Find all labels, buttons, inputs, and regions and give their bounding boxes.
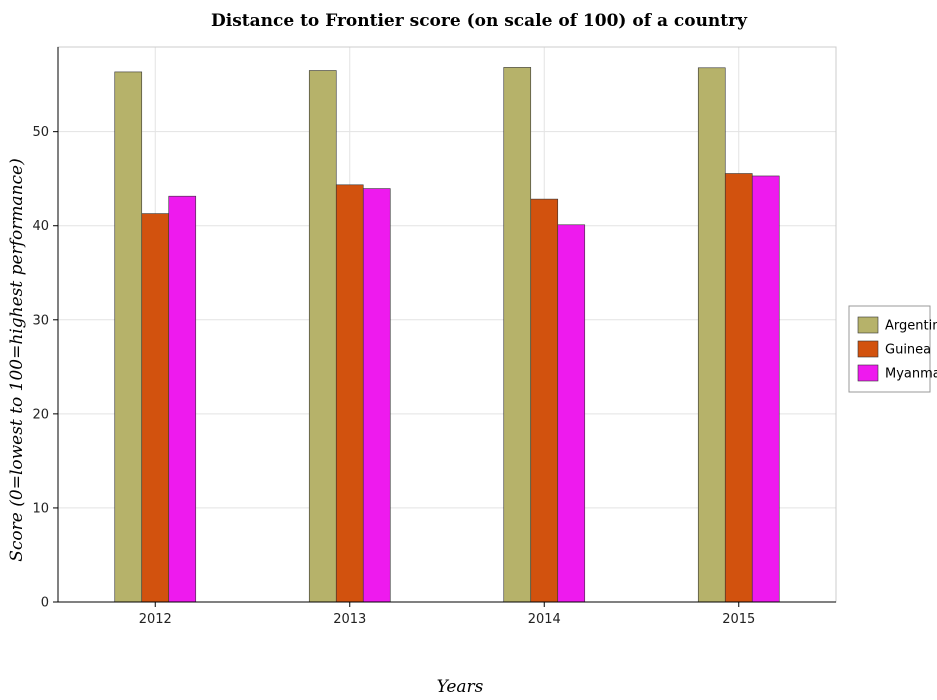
- legend-label-myanmar: Myanmar: [885, 367, 937, 382]
- bar-guinea-2013: [335, 184, 364, 603]
- x-axis-label: Years: [437, 677, 484, 697]
- legend-swatch-myanmar: [857, 364, 879, 382]
- bar-guinea-2015: [724, 173, 753, 603]
- bar-myanmar-2012: [168, 195, 197, 603]
- legend-swatch-guinea: [857, 340, 879, 358]
- y-tick-label: 10: [32, 501, 49, 516]
- bar-argentina-2015: [697, 67, 726, 603]
- y-axis-label: Score (0=lowest to 100=highest performan…: [7, 158, 27, 561]
- y-tick-label: 0: [41, 596, 49, 611]
- bar-myanmar-2013: [362, 188, 391, 603]
- legend-swatch-argentina: [857, 316, 879, 334]
- bar-argentina-2013: [308, 70, 337, 603]
- axes-layer: 0 10 20 30 40 50 2012 2013 2014 2015: [32, 46, 837, 627]
- x-tick-label: 2014: [528, 612, 561, 627]
- bar-guinea-2012: [141, 213, 170, 603]
- bar-guinea-2014: [530, 198, 559, 603]
- legend: Argentina Guinea Myanmar: [848, 305, 937, 393]
- x-tick-label: 2013: [333, 612, 366, 627]
- y-tick-label: 40: [32, 219, 49, 234]
- bar-argentina-2014: [503, 67, 532, 603]
- bar-myanmar-2014: [557, 224, 586, 603]
- y-tick-label: 50: [32, 125, 49, 140]
- bar-argentina-2012: [114, 71, 143, 603]
- y-tick-label: 30: [32, 313, 49, 328]
- x-tick-label: 2012: [139, 612, 172, 627]
- bars-layer: [114, 67, 780, 603]
- legend-label-guinea: Guinea: [885, 343, 931, 358]
- y-tick-label: 20: [32, 407, 49, 422]
- x-tick-label: 2015: [722, 612, 755, 627]
- legend-label-argentina: Argentina: [885, 319, 937, 334]
- chart-title: Distance to Frontier score (on scale of …: [211, 11, 748, 31]
- bar-myanmar-2015: [751, 175, 780, 603]
